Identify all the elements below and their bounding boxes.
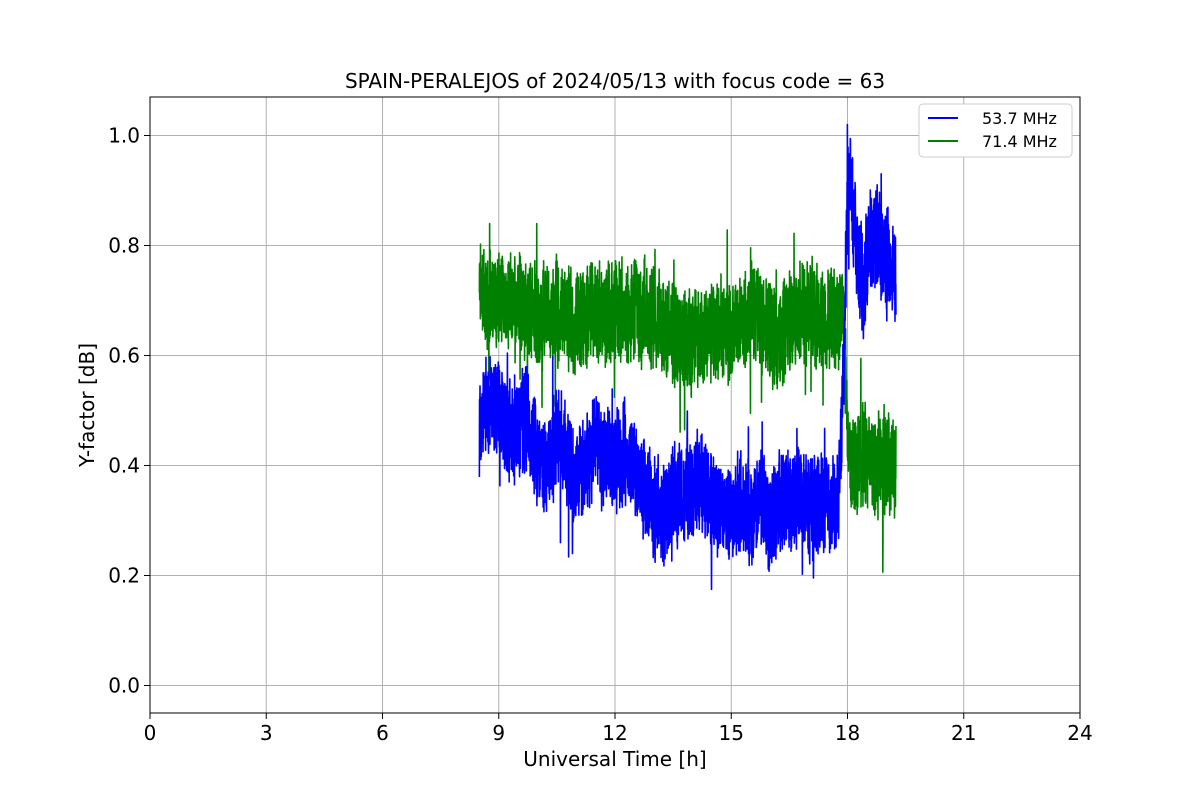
y-tick-label: 0.2	[108, 564, 140, 588]
x-tick-label: 12	[602, 721, 627, 745]
chart-title: SPAIN-PERALEJOS of 2024/05/13 with focus…	[345, 69, 885, 93]
x-tick-label: 24	[1067, 721, 1092, 745]
x-tick-label: 21	[951, 721, 976, 745]
x-tick-label: 15	[719, 721, 744, 745]
y-axis-title: Y-factor [dB]	[75, 343, 99, 468]
series-line-53-7	[478, 123, 897, 591]
x-axis: 0 3 6 9 12 15 18 21 24	[144, 713, 1093, 745]
series-layer	[478, 123, 897, 591]
y-tick-label: 0.6	[108, 344, 140, 368]
x-tick-label: 18	[835, 721, 860, 745]
grid	[149, 97, 1081, 713]
x-tick-label: 0	[144, 721, 157, 745]
y-tick-label: 0.8	[108, 234, 140, 258]
x-tick-label: 3	[260, 721, 273, 745]
y-tick-label: 1.0	[108, 124, 140, 148]
legend-label-71-4: 71.4 MHz	[982, 132, 1057, 151]
legend: 53.7 MHz 71.4 MHz	[918, 103, 1073, 158]
y-tick-label: 0.4	[108, 454, 140, 478]
y-tick-label: 0.0	[108, 674, 140, 698]
x-axis-title: Universal Time [h]	[523, 747, 706, 771]
legend-label-53-7: 53.7 MHz	[982, 109, 1057, 128]
y-axis: 0.0 0.2 0.4 0.6 0.8 1.0	[108, 124, 150, 698]
x-tick-label: 9	[492, 721, 505, 745]
x-tick-label: 6	[376, 721, 389, 745]
series-line-71-4	[478, 222, 897, 573]
